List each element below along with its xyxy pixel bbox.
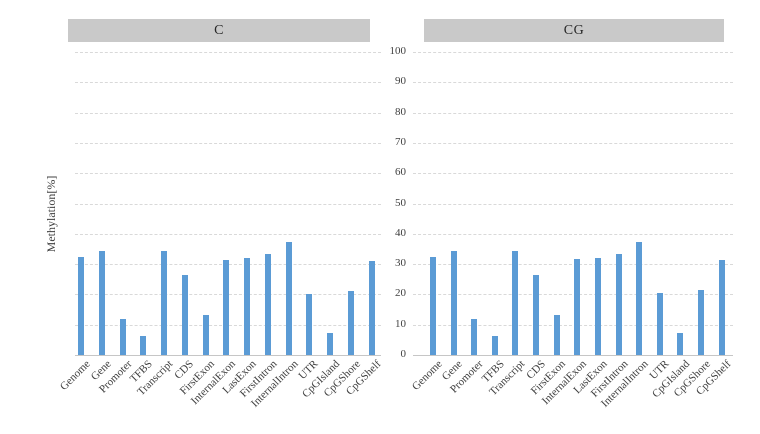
bar-cg-firstintron (615, 253, 622, 355)
bar-c-firstexon (202, 315, 209, 355)
gridline-60 (413, 173, 733, 175)
bar-cg-genome (430, 257, 436, 355)
bar-c-cpgshore (348, 290, 354, 355)
bar-c-cpgisland (327, 333, 334, 355)
gridline-70 (413, 142, 733, 144)
x-axis-line (75, 355, 381, 356)
bar-c-cds (181, 275, 188, 355)
y-tick-label-40: 40 (395, 226, 406, 239)
y-tick-label-80: 80 (395, 105, 406, 118)
x-axis-line (413, 355, 733, 356)
bar-c-lastexon (244, 258, 251, 355)
bar-c-internalexon (223, 259, 230, 355)
bar-c-transcript (161, 250, 168, 355)
gridline-40 (75, 233, 381, 235)
bar-cg-promoter (471, 318, 478, 355)
y-tick-label-20: 20 (395, 287, 406, 300)
bar-cg-utr (656, 293, 663, 355)
y-tick-label-90: 90 (395, 75, 406, 88)
gridline-50 (75, 203, 381, 205)
panel-plot-cg (413, 52, 733, 356)
gridline-50 (413, 203, 733, 205)
bar-cg-cpgshelf (718, 260, 725, 355)
y-tick-label-100: 100 (389, 45, 407, 57)
bar-cg-internalintron (636, 242, 643, 355)
y-axis-title: Methylation[%] (44, 175, 58, 253)
gridline-10 (413, 324, 733, 326)
gridline-100 (413, 52, 733, 53)
bar-cg-firstexon (553, 314, 560, 355)
gridline-90 (75, 82, 381, 84)
bar-cg-gene (450, 250, 457, 355)
bar-cg-tfbs (491, 335, 498, 355)
bar-c-genome (78, 257, 84, 355)
gridline-80 (413, 112, 733, 114)
gridline-100 (75, 52, 381, 53)
bar-c-gene (98, 250, 105, 355)
bar-c-tfbs (140, 335, 147, 355)
bar-c-promoter (119, 319, 126, 355)
gridline-60 (75, 173, 381, 175)
y-tick-label-0: 0 (400, 348, 407, 360)
x-tick-label-cg-genome: Genome (409, 358, 445, 393)
bar-c-utr (306, 293, 313, 355)
gridline-20 (413, 294, 733, 296)
y-tick-label-70: 70 (395, 135, 406, 148)
y-tick-label-10: 10 (395, 317, 406, 330)
bar-c-cpgshelf (368, 260, 375, 355)
gridline-40 (413, 233, 733, 235)
x-tick-label-c-genome: Genome (57, 358, 93, 393)
bar-cg-transcript (512, 250, 519, 355)
panel-header-cg: CG (424, 19, 724, 42)
gridline-70 (75, 142, 381, 144)
bar-cg-cpgshore (698, 290, 705, 355)
gridline-90 (413, 82, 733, 84)
bar-c-firstintron (264, 254, 271, 355)
y-tick-label-60: 60 (395, 166, 406, 179)
panel-header-c: C (68, 19, 370, 42)
bar-c-internalintron (285, 242, 292, 355)
gridline-30 (413, 264, 733, 266)
bar-cg-lastexon (594, 257, 601, 355)
bar-cg-cpgisland (677, 332, 684, 355)
bar-cg-cds (533, 275, 540, 355)
bar-cg-internalexon (574, 259, 581, 355)
y-tick-label-50: 50 (395, 196, 406, 209)
panel-plot-c (75, 52, 381, 356)
y-tick-label-30: 30 (395, 257, 406, 270)
gridline-80 (75, 112, 381, 114)
